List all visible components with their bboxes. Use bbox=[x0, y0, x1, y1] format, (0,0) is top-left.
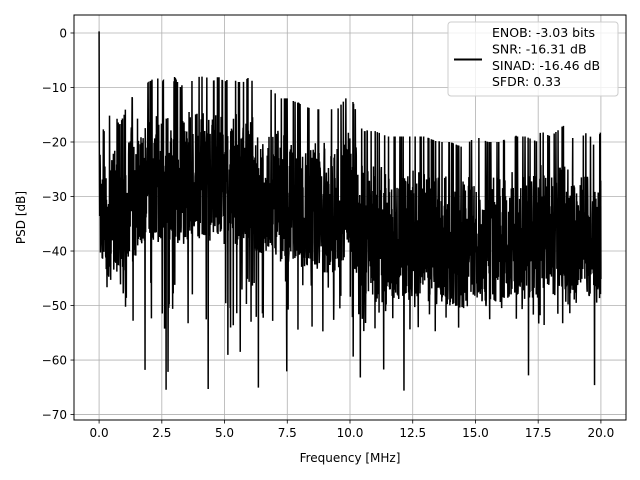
ticks: 0.0 2.5 5.0 7.5 10.0 12.5 15.0 17.5 20.0 0 −10 −20 −… bbox=[42, 26, 615, 440]
legend-label-line: SFDR: 0.33 bbox=[492, 74, 561, 89]
legend: ENOB: -3.03 bits SNR: -16.31 dB SINAD: -16… bbox=[447, 21, 619, 97]
x-tick-label: 5.0 bbox=[215, 426, 234, 440]
x-tick-label: 2.5 bbox=[152, 426, 171, 440]
data-layer bbox=[98, 31, 602, 391]
legend-label-line: SNR: -16.31 dB bbox=[492, 41, 587, 56]
x-tick-label: 12.5 bbox=[399, 426, 426, 440]
legend-box bbox=[447, 21, 619, 97]
y-tick-label: 0 bbox=[59, 26, 67, 40]
psd-series-line bbox=[98, 31, 602, 391]
legend-label-line: SINAD: -16.46 dB bbox=[492, 58, 600, 73]
y-tick-label: −30 bbox=[42, 190, 67, 204]
y-tick-label: −50 bbox=[42, 299, 67, 313]
x-tick-label: 17.5 bbox=[525, 426, 552, 440]
legend-label: ENOB: -3.03 bits SNR: -16.31 dB SINAD: -16… bbox=[492, 25, 600, 89]
y-axis-label: PSD [dB] bbox=[14, 191, 28, 244]
y-tick-label: −40 bbox=[42, 244, 67, 258]
y-tick-label: −20 bbox=[42, 135, 67, 149]
x-tick-label: 15.0 bbox=[462, 426, 489, 440]
x-tick-label: 20.0 bbox=[588, 426, 615, 440]
x-tick-label: 0.0 bbox=[90, 426, 109, 440]
x-tick-label: 10.0 bbox=[337, 426, 364, 440]
x-tick-label: 7.5 bbox=[278, 426, 297, 440]
y-tick-label: −10 bbox=[42, 81, 67, 95]
y-tick-label: −70 bbox=[42, 408, 67, 422]
y-tick-label: −60 bbox=[42, 353, 67, 367]
legend-label-line: ENOB: -3.03 bits bbox=[492, 25, 595, 40]
x-axis-label: Frequency [MHz] bbox=[300, 451, 401, 465]
